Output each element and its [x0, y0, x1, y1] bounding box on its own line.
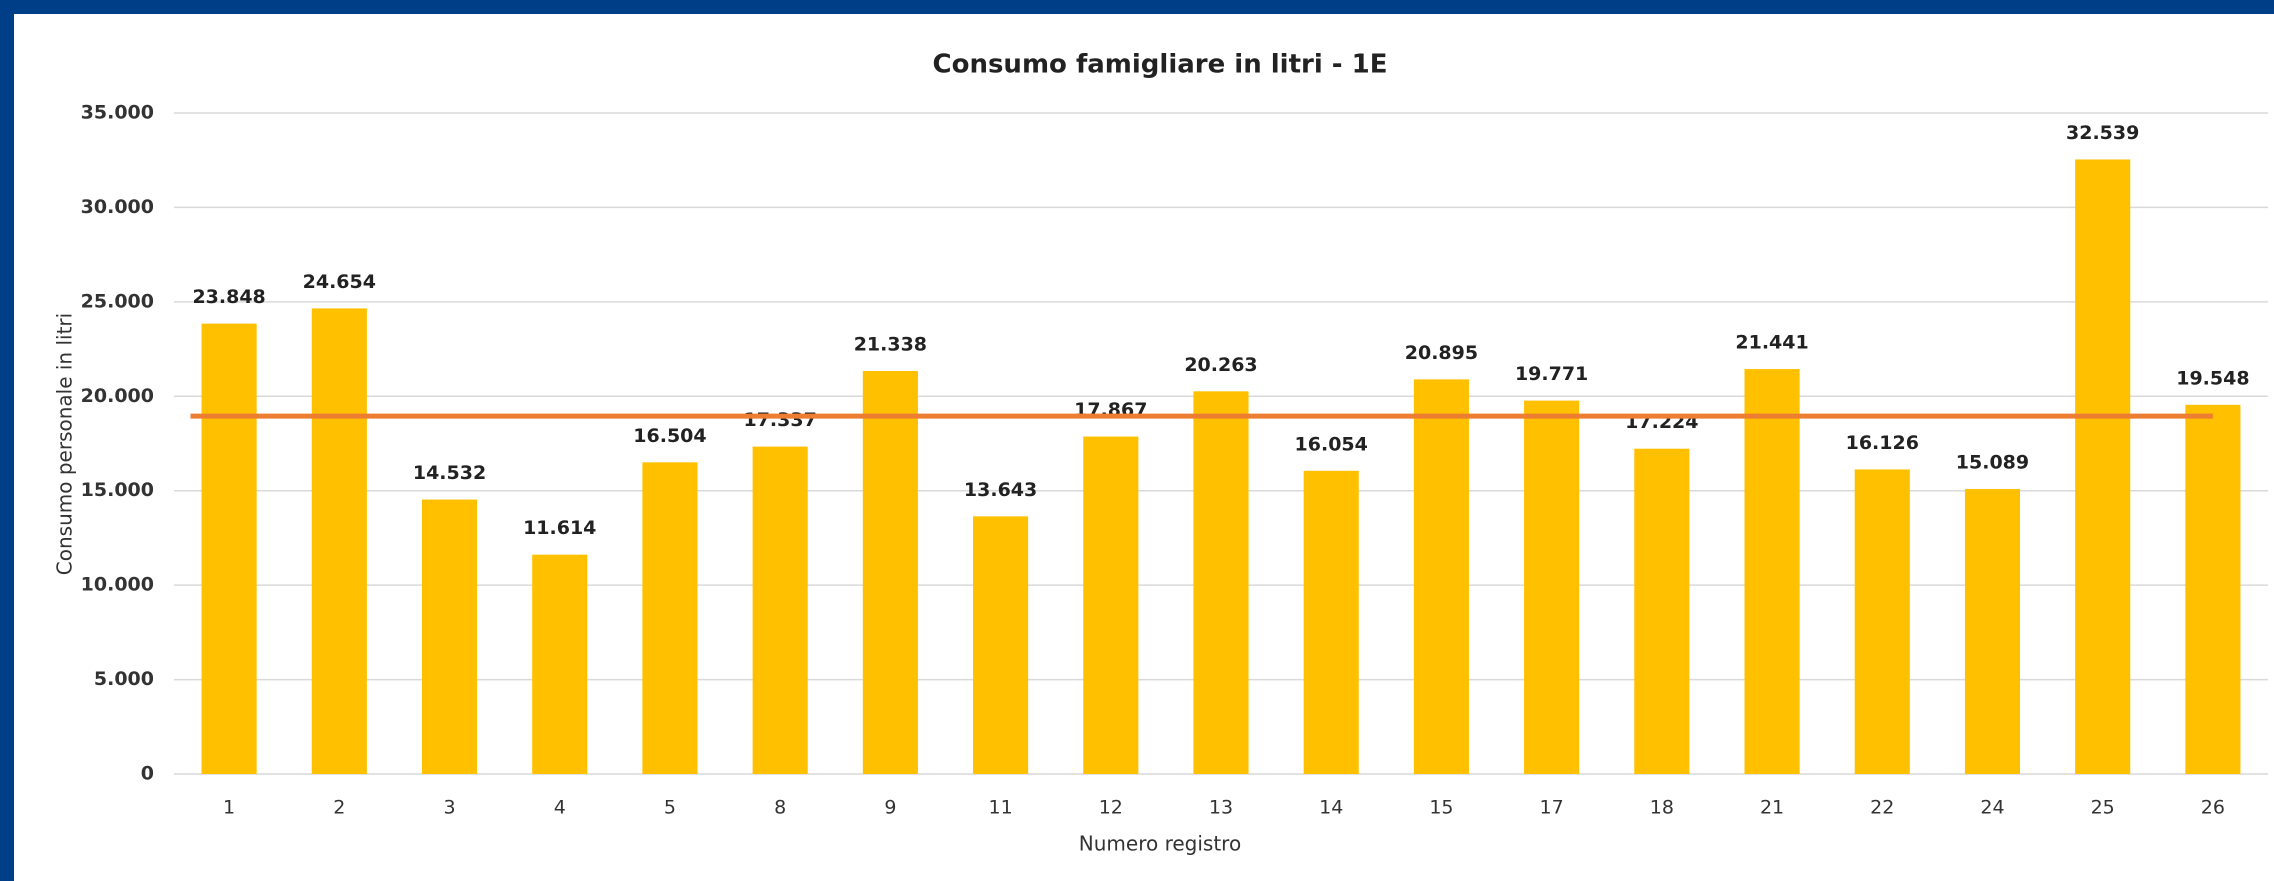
x-tick-label: 15: [1429, 797, 1453, 819]
x-tick-label: 14: [1319, 797, 1343, 819]
x-tick-label: 5: [664, 797, 676, 819]
data-label: 21.441: [1735, 332, 1808, 354]
bar: [1413, 379, 1469, 774]
data-label: 32.539: [2066, 122, 2139, 144]
bar: [752, 446, 808, 774]
y-tick-label: 30.000: [81, 196, 154, 218]
bar: [862, 371, 918, 774]
data-label: 13.643: [964, 479, 1037, 501]
data-label: 19.771: [1515, 363, 1588, 385]
bar: [1193, 391, 1249, 774]
x-tick-label: 8: [774, 797, 786, 819]
x-tick-label: 11: [988, 797, 1012, 819]
x-tick-label: 12: [1099, 797, 1123, 819]
y-tick-label: 0: [141, 763, 154, 785]
bar: [311, 308, 367, 774]
x-tick-label: 4: [554, 797, 566, 819]
bar: [2185, 404, 2241, 774]
bar: [642, 462, 698, 774]
data-label: 24.654: [303, 271, 376, 293]
bar: [1303, 470, 1359, 774]
data-label: 15.089: [1956, 452, 2029, 474]
bar: [421, 499, 478, 774]
x-tick-label: 24: [1980, 797, 2004, 819]
data-label: 16.126: [1846, 432, 1919, 454]
data-label: 20.263: [1184, 354, 1257, 376]
x-tick-label: 26: [2201, 797, 2225, 819]
y-tick-label: 5.000: [94, 668, 154, 690]
data-label: 17.337: [743, 409, 816, 431]
data-label: 21.338: [854, 334, 927, 356]
x-tick-label: 3: [443, 797, 455, 819]
y-tick-label: 35.000: [81, 102, 154, 124]
data-label: 20.895: [1405, 342, 1478, 364]
y-axis-title: Consumo personale in litri: [53, 313, 77, 575]
x-tick-label: 2: [333, 797, 345, 819]
x-tick-label: 18: [1650, 797, 1674, 819]
data-label: 16.504: [633, 425, 706, 447]
bar: [1083, 436, 1139, 774]
bar: [532, 554, 588, 774]
data-label: 14.532: [413, 462, 486, 484]
x-tick-label: 22: [1870, 797, 1894, 819]
bar: [201, 323, 257, 774]
x-tick-label: 21: [1760, 797, 1784, 819]
y-tick-label: 15.000: [81, 479, 154, 501]
x-tick-label: 9: [884, 797, 896, 819]
bar: [2075, 159, 2131, 775]
x-tick-label: 17: [1540, 797, 1564, 819]
y-tick-label: 20.000: [81, 385, 154, 407]
data-label: 19.548: [2176, 367, 2249, 389]
x-tick-label: 1: [223, 797, 235, 819]
chart-title: Consumo famigliare in litri - 1E: [933, 50, 1388, 80]
x-tick-label: 13: [1209, 797, 1233, 819]
data-label: 23.848: [192, 286, 265, 308]
bar: [1964, 489, 2021, 774]
bar: [1854, 469, 1910, 774]
data-label: 16.054: [1295, 433, 1368, 455]
bar: [1524, 400, 1580, 774]
x-axis-title: Numero registro: [1079, 832, 1241, 856]
data-label: 11.614: [523, 517, 596, 539]
x-tick-label: 25: [2091, 797, 2115, 819]
y-tick-label: 25.000: [81, 290, 154, 312]
bar: [973, 516, 1029, 774]
bar: [1744, 369, 1800, 774]
bar: [1634, 448, 1690, 774]
y-tick-label: 10.000: [81, 574, 154, 596]
